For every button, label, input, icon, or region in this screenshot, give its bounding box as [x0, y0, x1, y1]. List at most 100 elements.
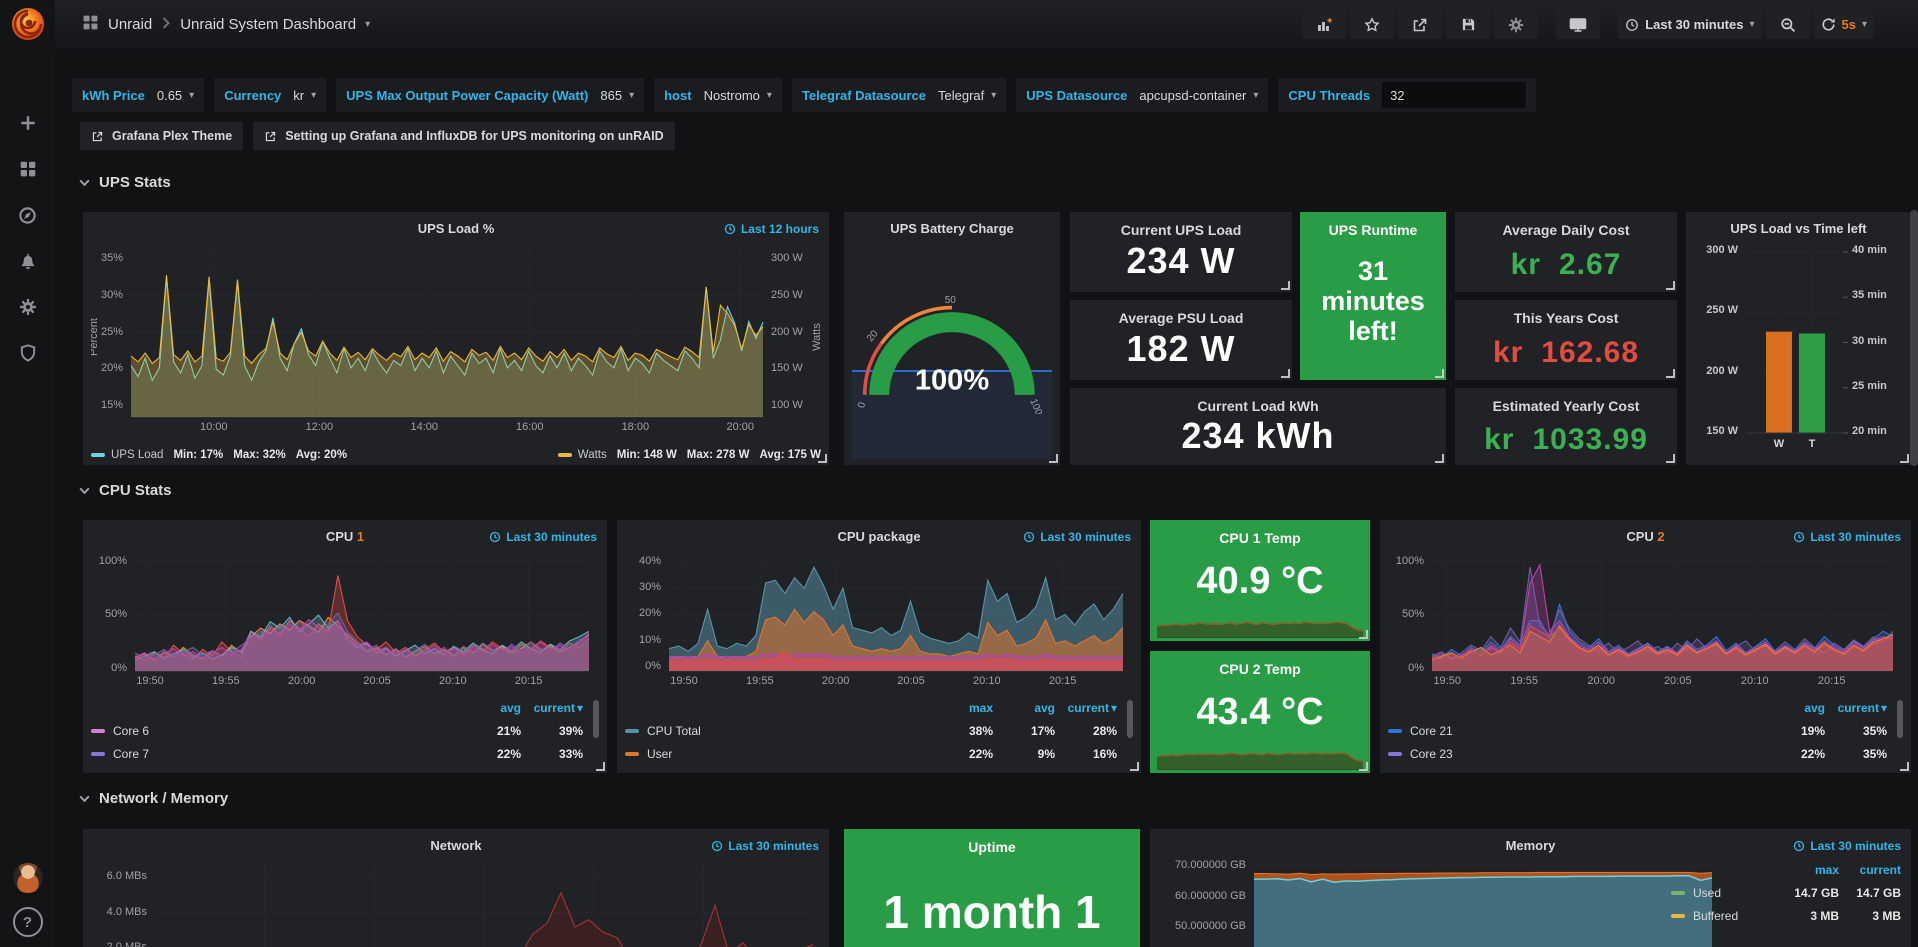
series-name[interactable]: Watts [577, 449, 607, 461]
sidebar-item-dashboards[interactable] [0, 146, 55, 192]
panel-title[interactable]: Current UPS Load [1120, 222, 1242, 238]
panel-resize-handle[interactable] [1666, 281, 1675, 290]
variable-value-dropdown[interactable]: 0.65 ▾ [156, 87, 195, 103]
panel-title[interactable]: CPU 1 [325, 529, 365, 544]
breadcrumb-team[interactable]: Unraid [108, 16, 153, 33]
settings-gear-icon[interactable] [1494, 10, 1539, 39]
sidebar-item-server-admin-shield[interactable] [0, 330, 55, 376]
series-swatch[interactable] [1388, 751, 1402, 756]
panel-timerange-override[interactable]: Last 30 minutes [711, 839, 819, 853]
sidebar-item-explore[interactable] [0, 192, 55, 238]
cpu-threads-input[interactable] [1382, 82, 1527, 108]
series-swatch[interactable] [625, 728, 639, 733]
save-button[interactable] [1446, 10, 1491, 39]
panel-resize-handle[interactable] [1130, 762, 1139, 771]
row-header-cpu-stats[interactable]: CPU Stats [78, 482, 172, 499]
grafana-logo[interactable] [8, 4, 48, 44]
breadcrumb-dashboard-title[interactable]: Unraid System Dashboard [180, 16, 357, 33]
dashboard-link-ups-monitoring-guide[interactable]: Setting up Grafana and InfluxDB for UPS … [253, 122, 675, 150]
help-icon[interactable]: ? [12, 907, 43, 937]
panel-resize-handle[interactable] [1435, 454, 1444, 463]
variable-value-dropdown[interactable]: kr ▾ [293, 87, 317, 103]
series-name[interactable]: Used [1693, 885, 1722, 900]
time-range-picker[interactable]: Last 30 minutes ▾ [1618, 10, 1762, 39]
panel-timerange-override[interactable]: Last 12 hours [724, 222, 819, 236]
series-swatch[interactable] [1671, 913, 1685, 918]
zoom-out-button[interactable] [1765, 10, 1810, 39]
series-swatch[interactable] [557, 453, 572, 457]
panel-title[interactable]: UPS Runtime [1328, 222, 1418, 238]
panel-resize-handle[interactable] [1900, 454, 1909, 463]
legend-scrollbar[interactable] [1127, 700, 1133, 738]
sidebar-item-create[interactable] [0, 100, 55, 146]
page-scrollbar-thumb[interactable] [1910, 210, 1918, 466]
series-name[interactable]: UPS Load [111, 449, 164, 461]
refresh-interval-label[interactable]: 5s [1841, 17, 1856, 32]
legend-sort-avg[interactable]: avg [1804, 701, 1825, 715]
add-panel-button[interactable] [1302, 10, 1347, 39]
panel-resize-handle[interactable] [596, 762, 605, 771]
panel-title[interactable]: CPU package [837, 529, 921, 544]
panel-title[interactable]: UPS Battery Charge [890, 221, 1014, 236]
star-button[interactable] [1350, 10, 1395, 39]
panel-title[interactable]: This Years Cost [1513, 310, 1619, 326]
load-vs-time-bar-chart[interactable]: 300 W 250 W 200 W 150 W 40 min 35 min 30 min 25… [1706, 244, 1887, 450]
series-name[interactable]: User [647, 746, 673, 761]
panel-title[interactable]: CPU 2 [1626, 529, 1665, 544]
legend-sort-current[interactable]: current [1825, 701, 1887, 715]
panel-resize-handle[interactable] [1281, 369, 1290, 378]
panel-title[interactable]: Uptime [968, 839, 1016, 855]
panel-title[interactable]: CPU 2 Temp [1219, 661, 1301, 677]
variable-value-dropdown[interactable]: Nostromo ▾ [703, 87, 772, 103]
cpu-package-chart[interactable]: 19:50 19:55 20:00 20:05 20:10 20:15 0% 10% 20% 30… [625, 546, 1133, 691]
series-swatch[interactable] [1388, 728, 1402, 733]
panel-title[interactable]: Current Load kWh [1197, 398, 1319, 414]
row-header-ups-stats[interactable]: UPS Stats [78, 174, 171, 191]
series-name[interactable]: Core 6 [113, 723, 150, 738]
panel-title[interactable]: UPS Load vs Time left [1730, 221, 1867, 236]
series-swatch[interactable] [91, 728, 105, 733]
cpu1-chart[interactable]: 19:50 19:55 20:00 20:05 20:10 20:15 0% 50% 100% [91, 546, 599, 691]
panel-title[interactable]: Average PSU Load [1118, 310, 1244, 326]
dashboard-grid-icon[interactable] [82, 14, 99, 36]
legend-sort-max[interactable]: max [968, 701, 993, 715]
panel-title[interactable]: Estimated Yearly Cost [1492, 398, 1640, 414]
series-name[interactable]: CPU Total [647, 723, 701, 738]
user-avatar[interactable] [12, 863, 43, 893]
variable-value-dropdown[interactable]: 865 ▾ [600, 87, 635, 103]
series-swatch[interactable] [1671, 890, 1685, 895]
series-swatch[interactable] [91, 751, 105, 756]
legend-sort-avg[interactable]: avg [500, 701, 521, 715]
panel-timerange-override[interactable]: Last 30 minutes [489, 530, 597, 544]
legend-sort-current[interactable]: current [1859, 863, 1901, 877]
panel-title[interactable]: Average Daily Cost [1502, 222, 1630, 238]
chevron-down-icon[interactable]: ▾ [365, 19, 371, 30]
panel-timerange-override[interactable]: Last 30 minutes [1793, 530, 1901, 544]
legend-scrollbar[interactable] [593, 700, 599, 738]
refresh-button[interactable]: 5s ▾ [1813, 10, 1874, 39]
series-name[interactable]: Buffered [1693, 908, 1739, 923]
row-header-network-memory[interactable]: Network / Memory [78, 790, 228, 807]
sidebar-item-alerting[interactable] [0, 238, 55, 284]
panel-resize-handle[interactable] [1666, 454, 1675, 463]
share-button[interactable] [1398, 10, 1443, 39]
panel-title[interactable]: Network [430, 838, 482, 853]
panel-timerange-override[interactable]: Last 30 minutes [1023, 530, 1131, 544]
cycle-view-monitor-icon[interactable] [1556, 10, 1601, 39]
legend-sort-avg[interactable]: avg [1034, 701, 1055, 715]
panel-resize-handle[interactable] [1049, 454, 1058, 463]
panel-resize-handle[interactable] [1666, 369, 1675, 378]
variable-value-dropdown[interactable]: Telegraf ▾ [937, 87, 997, 103]
panel-resize-handle[interactable] [818, 454, 827, 463]
panel-resize-handle[interactable] [1900, 762, 1909, 771]
legend-sort-current[interactable]: current [521, 701, 583, 715]
panel-title[interactable]: CPU 1 Temp [1219, 530, 1301, 546]
series-swatch[interactable] [625, 751, 639, 756]
legend-sort-current[interactable]: current [1055, 701, 1117, 715]
battery-gauge[interactable]: 0 20 50 100 100% [852, 246, 1052, 459]
legend-sort-max[interactable]: max [1814, 863, 1839, 877]
sidebar-item-configuration[interactable] [0, 284, 55, 330]
series-name[interactable]: Core 7 [113, 746, 150, 761]
cpu2-chart[interactable]: 19:50 19:55 20:00 20:05 20:10 20:15 0% 50% 100% [1388, 546, 1903, 691]
